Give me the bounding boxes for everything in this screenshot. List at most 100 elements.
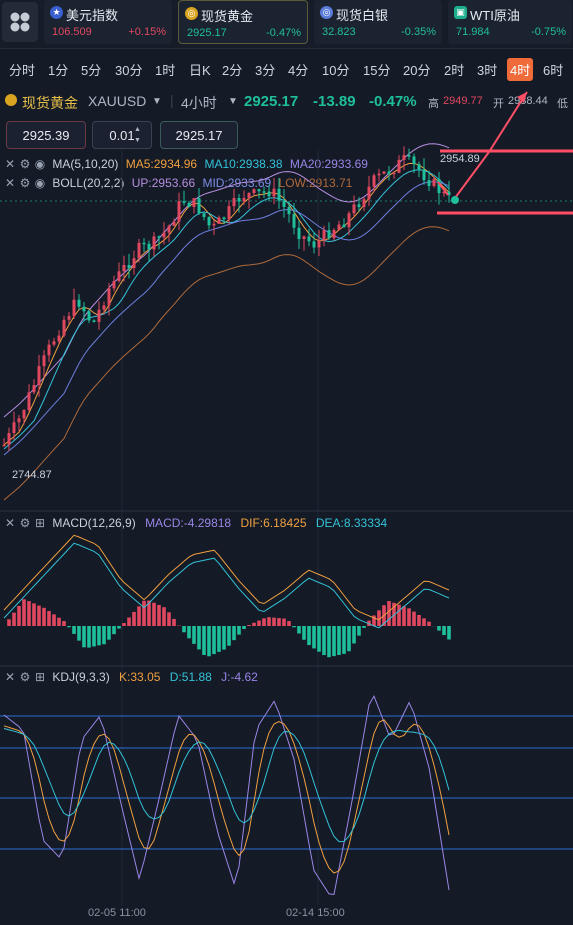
gear-icon[interactable]: ⚙ xyxy=(19,670,31,684)
candle-body xyxy=(12,422,16,433)
close-icon[interactable]: ✕ xyxy=(4,157,16,171)
eye-icon[interactable]: ◉ xyxy=(34,157,46,171)
tab-timeframe[interactable]: 20分 xyxy=(403,63,431,78)
arrow-head xyxy=(517,92,527,103)
tab-timeframe[interactable]: 10分 xyxy=(322,63,350,78)
candle-body xyxy=(227,206,231,220)
ticker-card-usd-index[interactable]: ★ 美元指数 106.509 +0.15% xyxy=(44,0,172,44)
tab-timeframe-active[interactable]: 4时 xyxy=(507,58,534,81)
ma-lines xyxy=(3,162,450,456)
gold-coin-icon xyxy=(5,94,17,106)
candle-body xyxy=(372,175,376,187)
candle-body xyxy=(422,169,426,181)
candle-body xyxy=(187,202,191,207)
candle-body xyxy=(272,188,276,197)
ticker-change: -0.75% xyxy=(531,26,566,38)
macd-histogram-bar xyxy=(447,626,451,640)
macd-histogram-bar xyxy=(227,626,231,646)
gear-icon[interactable]: ⚙ xyxy=(19,176,31,190)
candle-body xyxy=(437,179,441,194)
apps-menu-button[interactable] xyxy=(2,2,38,42)
tab-timeframe[interactable]: 3分 xyxy=(255,63,276,78)
macd-histogram-bar xyxy=(322,626,326,656)
candle-body xyxy=(197,198,201,214)
macd-histogram-bar xyxy=(57,617,61,626)
quantity-input[interactable]: 0.01 xyxy=(92,121,152,149)
macd-pane xyxy=(3,534,451,658)
macd-value: MACD:-4.29818 xyxy=(145,516,232,530)
sell-price-box[interactable]: 2925.39 xyxy=(6,121,86,149)
ticker-card-spot-gold[interactable]: ◎ 现货黄金 2925.17 -0.47% xyxy=(178,0,308,44)
boll-legend: ✕ ⚙ ◉ BOLL(20,2,2) UP:2953.66 MID:2933.69 … xyxy=(4,176,352,190)
macd-histogram-bar xyxy=(282,618,286,626)
plus-icon[interactable]: ⊞ xyxy=(34,516,46,530)
macd-histogram-bar xyxy=(437,626,441,631)
projection-arrow xyxy=(454,151,490,199)
plus-icon[interactable]: ⊞ xyxy=(34,670,46,684)
macd-histogram-bar xyxy=(72,626,76,634)
macd-histogram-bar xyxy=(412,611,416,626)
eye-icon[interactable]: ◉ xyxy=(34,176,46,190)
macd-histogram-bar xyxy=(252,622,256,626)
candle-body xyxy=(177,201,181,222)
candle-body xyxy=(347,213,351,228)
candle-body xyxy=(257,189,261,192)
tab-timeframe[interactable]: 4分 xyxy=(288,63,309,78)
candle-body xyxy=(22,410,26,419)
quantity-stepper[interactable]: ▲ ▼ xyxy=(134,126,141,144)
tab-timeframe[interactable]: 分时 xyxy=(9,63,36,78)
ma20-line xyxy=(3,181,450,456)
candle-body xyxy=(287,206,291,215)
macd-histogram-bar xyxy=(77,626,81,641)
candle-body xyxy=(127,264,131,269)
candle-body xyxy=(317,240,321,248)
buy-price-box[interactable]: 2925.17 xyxy=(160,121,238,149)
candle-body xyxy=(427,180,431,187)
tab-timeframe[interactable]: 6时 xyxy=(543,63,564,78)
gold-coin-icon: ◎ xyxy=(185,7,198,20)
tab-timeframe[interactable]: 5分 xyxy=(81,63,102,78)
tab-timeframe[interactable]: 30分 xyxy=(115,63,143,78)
tab-timeframe[interactable]: 3时 xyxy=(477,63,498,78)
candle-body xyxy=(417,164,421,170)
macd-histogram-bar xyxy=(47,611,51,626)
close-icon[interactable]: ✕ xyxy=(4,176,16,190)
chevron-down-icon[interactable]: ▼ xyxy=(228,96,238,107)
chevron-down-icon[interactable]: ▼ xyxy=(152,96,162,107)
candle-body xyxy=(442,191,446,194)
gear-icon[interactable]: ⚙ xyxy=(19,516,31,530)
symbol-name[interactable]: 现货黄金 xyxy=(22,95,78,111)
macd-legend: ✕ ⚙ ⊞ MACD(12,26,9) MACD:-4.29818 DIF:6.18… xyxy=(4,516,387,530)
boll-upper-line xyxy=(3,143,450,418)
macd-histogram-bar xyxy=(137,606,141,626)
period-selector[interactable]: 4小时 xyxy=(181,95,217,111)
macd-histogram-bar xyxy=(407,608,411,626)
close-icon[interactable]: ✕ xyxy=(4,516,16,530)
candle-body xyxy=(222,217,226,220)
macd-histogram-bar xyxy=(52,614,56,626)
candle-body xyxy=(17,418,21,423)
tab-timeframe[interactable]: 1时 xyxy=(155,63,176,78)
kdj-legend: ✕ ⚙ ⊞ KDJ(9,3,3) K:33.05 D:51.88 J:-4.62 xyxy=(4,670,258,684)
macd-histogram-bar xyxy=(222,626,226,650)
macd-histogram-bar xyxy=(42,607,46,626)
candle-body xyxy=(357,204,361,208)
tab-timeframe[interactable]: 日K xyxy=(189,63,211,78)
macd-histogram-bar xyxy=(157,604,161,626)
close-icon[interactable]: ✕ xyxy=(4,670,16,684)
symbol-code[interactable]: XAUUSD xyxy=(88,93,147,109)
ticker-card-spot-silver[interactable]: ◎ 现货白银 32.823 -0.35% xyxy=(314,0,442,44)
k-value: K:33.05 xyxy=(119,670,161,684)
macd-histogram-bar xyxy=(87,626,91,648)
candle-body xyxy=(72,299,76,317)
tab-timeframe[interactable]: 2分 xyxy=(222,63,243,78)
gear-icon[interactable]: ⚙ xyxy=(19,157,31,171)
tab-timeframe[interactable]: 15分 xyxy=(363,63,391,78)
macd-histogram-bar xyxy=(32,603,36,626)
candle-body xyxy=(102,305,106,310)
ticker-card-wti-oil[interactable]: ▣ WTI原油 71.984 -0.75% xyxy=(448,0,572,44)
tab-timeframe[interactable]: 1分 xyxy=(48,63,69,78)
ticker-price: 71.984 xyxy=(456,26,490,38)
tab-timeframe[interactable]: 2时 xyxy=(444,63,465,78)
